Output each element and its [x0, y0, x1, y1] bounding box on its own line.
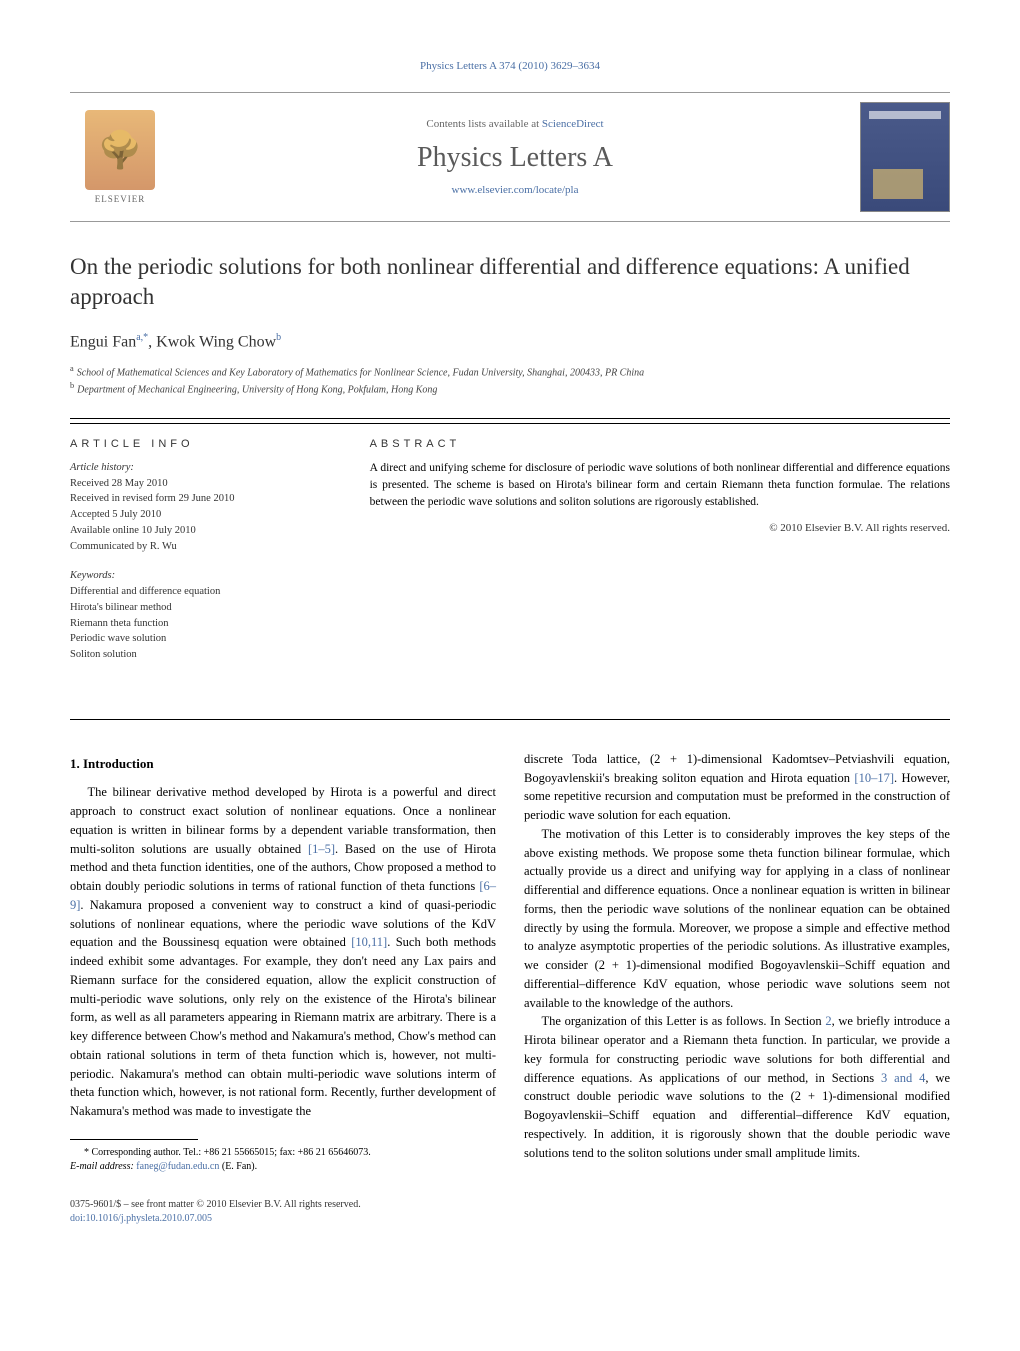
- footer-copyright: 0375-9601/$ – see front matter © 2010 El…: [70, 1199, 361, 1210]
- keyword: Soliton solution: [70, 647, 334, 663]
- journal-url[interactable]: www.elsevier.com/locate/pla: [170, 184, 860, 196]
- abstract-text: A direct and unifying scheme for disclos…: [370, 460, 950, 512]
- affiliation: aSchool of Mathematical Sciences and Key…: [70, 363, 950, 380]
- body-paragraph: discrete Toda lattice, (2 + 1)-dimension…: [524, 750, 950, 825]
- journal-cover-thumbnail: [860, 102, 950, 212]
- footer: 0375-9601/$ – see front matter © 2010 El…: [70, 1198, 950, 1226]
- keyword: Differential and difference equation: [70, 584, 334, 600]
- body-paragraph: The bilinear derivative method developed…: [70, 783, 496, 1121]
- journal-header: ELSEVIER Contents lists available at Sci…: [70, 92, 950, 222]
- publisher-logo: ELSEVIER: [70, 93, 170, 221]
- history-line: Available online 10 July 2010: [70, 523, 334, 539]
- affiliations: aSchool of Mathematical Sciences and Key…: [70, 363, 950, 398]
- corresponding-footnote: * Corresponding author. Tel.: +86 21 556…: [70, 1146, 496, 1174]
- info-abstract-block: ARTICLE INFO Article history: Received 2…: [70, 418, 950, 691]
- history-line: Received in revised form 29 June 2010: [70, 491, 334, 507]
- elsevier-tree-icon: [85, 110, 155, 190]
- section-heading: 1. Introduction: [70, 754, 496, 774]
- section-ref[interactable]: 3 and 4: [881, 1071, 925, 1085]
- abstract-copyright: © 2010 Elsevier B.V. All rights reserved…: [370, 522, 950, 534]
- citation-ref[interactable]: [10,11]: [351, 935, 387, 949]
- body-paragraph: The organization of this Letter is as fo…: [524, 1012, 950, 1162]
- history-line: Accepted 5 July 2010: [70, 507, 334, 523]
- citation-ref[interactable]: [10–17]: [854, 771, 894, 785]
- sciencedirect-link[interactable]: ScienceDirect: [542, 118, 604, 130]
- abstract-heading: ABSTRACT: [370, 438, 950, 450]
- keywords-label: Keywords:: [70, 568, 334, 584]
- author-mark: a,*: [136, 332, 148, 343]
- contents-prefix: Contents lists available at: [426, 118, 541, 130]
- keywords: Keywords: Differential and difference eq…: [70, 568, 334, 663]
- keyword: Hirota's bilinear method: [70, 600, 334, 616]
- history-label: Article history:: [70, 460, 334, 476]
- journal-name: Physics Letters A: [170, 142, 860, 174]
- keyword: Periodic wave solution: [70, 631, 334, 647]
- article-info-heading: ARTICLE INFO: [70, 438, 334, 450]
- affiliation: bDepartment of Mechanical Engineering, U…: [70, 380, 950, 397]
- contents-line: Contents lists available at ScienceDirec…: [170, 118, 860, 130]
- author-name: Engui Fan: [70, 333, 136, 350]
- author-mark: b: [276, 332, 281, 343]
- publisher-name: ELSEVIER: [95, 194, 146, 204]
- citation-ref[interactable]: [1–5]: [308, 842, 335, 856]
- keyword: Riemann theta function: [70, 616, 334, 632]
- history-line: Received 28 May 2010: [70, 476, 334, 492]
- doi-link[interactable]: doi:10.1016/j.physleta.2010.07.005: [70, 1213, 212, 1224]
- article-title: On the periodic solutions for both nonli…: [70, 252, 950, 312]
- footnote-rule: [70, 1139, 198, 1140]
- authors: Engui Fana,*, Kwok Wing Chowb: [70, 332, 950, 351]
- article-body: 1. Introduction The bilinear derivative …: [70, 750, 950, 1174]
- history-line: Communicated by R. Wu: [70, 539, 334, 555]
- body-paragraph: The motivation of this Letter is to cons…: [524, 825, 950, 1013]
- article-history: Article history: Received 28 May 2010 Re…: [70, 460, 334, 555]
- citation: Physics Letters A 374 (2010) 3629–3634: [70, 60, 950, 72]
- email-link[interactable]: faneg@fudan.edu.cn: [136, 1161, 219, 1172]
- author-name: Kwok Wing Chow: [156, 333, 276, 350]
